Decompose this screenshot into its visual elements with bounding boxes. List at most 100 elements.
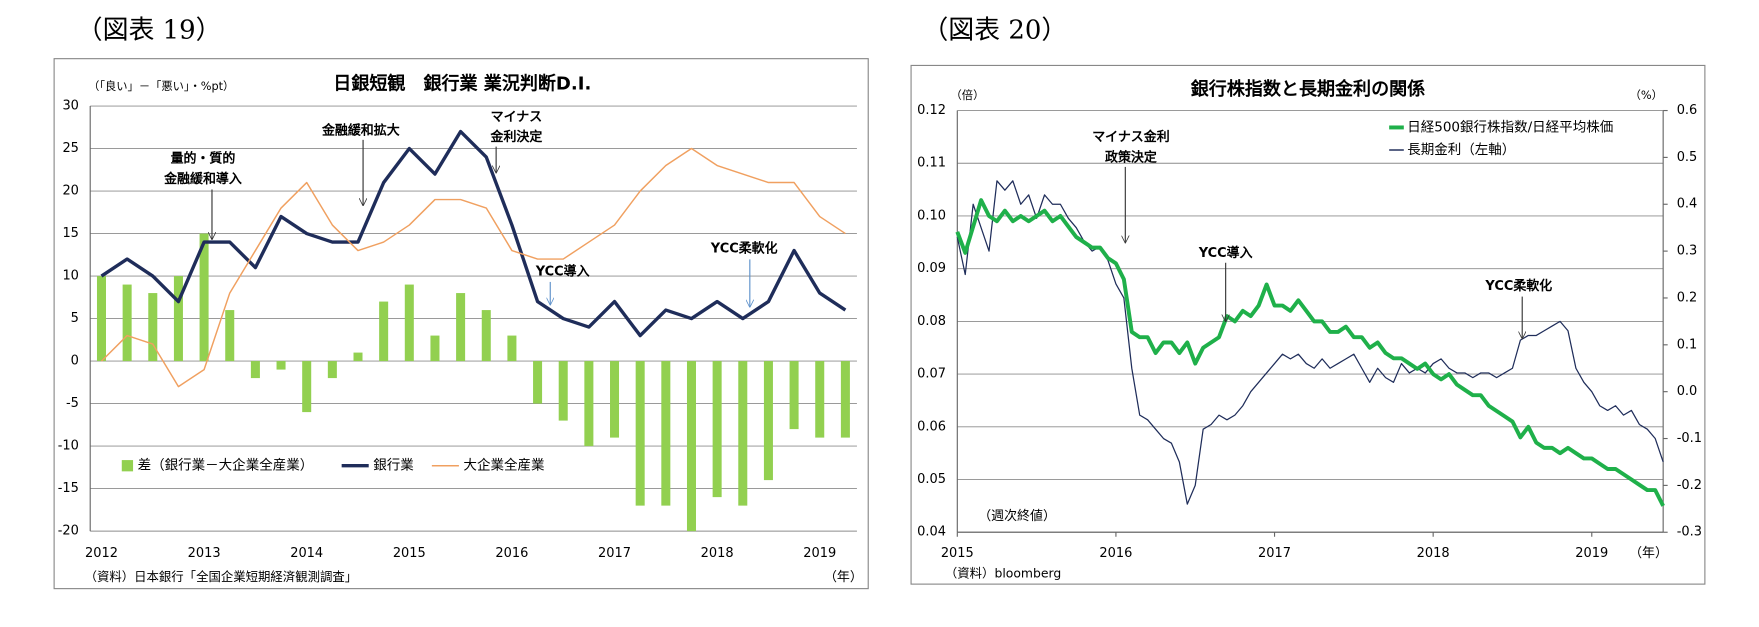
y-tick-label: 0 bbox=[71, 354, 79, 369]
y-tick-label: 10 bbox=[62, 269, 78, 284]
bar bbox=[558, 361, 568, 421]
y2-tick-label: 0.1 bbox=[1677, 337, 1698, 352]
y-tick-label: 0.04 bbox=[917, 525, 946, 540]
annotation: 金融緩和拡大 bbox=[321, 122, 400, 138]
legend-label: 大企業全産業 bbox=[463, 457, 545, 474]
annotation: YCC柔軟化 bbox=[1484, 278, 1552, 294]
bar bbox=[712, 361, 722, 498]
y2-tick-label: -0.2 bbox=[1677, 478, 1702, 493]
note: （週次終値） bbox=[978, 508, 1056, 524]
legend-label: 日経500銀行株指数/日経平均株価 bbox=[1407, 119, 1613, 135]
bar bbox=[430, 335, 440, 362]
annotation: 政策決定 bbox=[1105, 149, 1157, 165]
y2-tick-label: 0.2 bbox=[1677, 290, 1698, 305]
x-tick-label: 2018 bbox=[701, 546, 734, 561]
x-tick-label: 2015 bbox=[941, 546, 974, 561]
figure-label: （図表 19） bbox=[77, 16, 222, 46]
line bbox=[100, 129, 847, 338]
y-tick-label: -5 bbox=[66, 396, 79, 411]
y-tick-label: 0.09 bbox=[917, 261, 946, 276]
bar bbox=[507, 335, 517, 362]
y-axis-label: （「良い」－「悪い」・%pt） bbox=[88, 79, 234, 93]
y-tick-label: 30 bbox=[62, 99, 78, 114]
bar bbox=[96, 276, 106, 362]
legend-label: 長期金利（左軸） bbox=[1407, 142, 1515, 158]
x-tick-label: 2013 bbox=[188, 546, 221, 561]
x-axis-unit: （年） bbox=[824, 570, 863, 585]
y2-tick-label: -0.3 bbox=[1677, 525, 1702, 540]
annotation: マイナス bbox=[491, 110, 543, 125]
x-tick-label: 2014 bbox=[290, 546, 323, 561]
x-tick-label: 2019 bbox=[803, 546, 836, 561]
y-tick-label: 15 bbox=[62, 226, 78, 241]
bar bbox=[738, 361, 748, 506]
y-axis-label: （倍） bbox=[951, 88, 985, 102]
bar bbox=[763, 361, 773, 481]
bar bbox=[379, 301, 389, 362]
annotation: 金利決定 bbox=[490, 129, 543, 145]
y2-tick-label: 0.3 bbox=[1677, 244, 1698, 259]
annotation: 金融緩和導入 bbox=[163, 171, 242, 187]
y-tick-label: 0.12 bbox=[917, 103, 946, 118]
bar bbox=[481, 310, 491, 362]
line bbox=[955, 198, 1665, 507]
bar bbox=[122, 284, 132, 362]
bar bbox=[302, 361, 312, 413]
legend-label: 銀行業 bbox=[373, 458, 414, 474]
y-tick-label: 0.05 bbox=[917, 472, 946, 487]
y-tick-label: 5 bbox=[71, 311, 79, 326]
x-axis-unit: （年） bbox=[1629, 546, 1668, 561]
x-tick-label: 2012 bbox=[85, 546, 118, 561]
bar bbox=[353, 352, 363, 362]
legend-swatch bbox=[121, 460, 134, 472]
x-tick-label: 2016 bbox=[495, 546, 528, 561]
x-tick-label: 2017 bbox=[1258, 546, 1291, 561]
figure-label: （図表 20） bbox=[922, 16, 1067, 46]
line bbox=[100, 147, 846, 388]
bar bbox=[225, 310, 235, 362]
line bbox=[956, 180, 1664, 505]
y-tick-label: -20 bbox=[58, 524, 79, 539]
bar bbox=[327, 361, 337, 379]
bar bbox=[173, 276, 183, 362]
bar bbox=[276, 361, 286, 370]
bar bbox=[533, 361, 543, 404]
y2-axis-label: （%） bbox=[1630, 89, 1663, 102]
y2-tick-label: 0.4 bbox=[1677, 197, 1698, 212]
bar bbox=[686, 361, 696, 532]
y-tick-label: 25 bbox=[62, 141, 78, 156]
annotation: YCC導入 bbox=[1198, 245, 1253, 261]
bar bbox=[610, 361, 620, 438]
bar bbox=[840, 361, 850, 438]
legend-label: 差（銀行業－大企業全産業） bbox=[138, 457, 314, 474]
bar bbox=[815, 361, 825, 438]
y-tick-label: 0.11 bbox=[917, 156, 946, 171]
bar bbox=[250, 361, 260, 379]
bar bbox=[789, 361, 799, 430]
x-tick-label: 2018 bbox=[1417, 546, 1450, 561]
y2-tick-label: -0.1 bbox=[1677, 431, 1702, 446]
chart-title: 銀行株指数と長期金利の関係 bbox=[1191, 78, 1425, 100]
x-tick-label: 2016 bbox=[1099, 546, 1132, 561]
bar bbox=[199, 233, 209, 362]
y-tick-label: 0.07 bbox=[917, 367, 946, 382]
bar bbox=[661, 361, 671, 506]
x-tick-label: 2017 bbox=[598, 546, 631, 561]
bar bbox=[404, 284, 414, 362]
y-tick-label: -15 bbox=[58, 481, 79, 496]
y2-tick-label: 0.0 bbox=[1677, 384, 1698, 399]
y-tick-label: 0.08 bbox=[917, 314, 946, 329]
annotation: YCC導入 bbox=[535, 263, 590, 279]
y2-tick-label: 0.5 bbox=[1677, 150, 1698, 165]
x-tick-label: 2019 bbox=[1575, 546, 1608, 561]
y-tick-label: -10 bbox=[58, 439, 79, 454]
bar bbox=[584, 361, 594, 447]
bar bbox=[635, 361, 645, 506]
annotation: 量的・質的 bbox=[171, 151, 236, 167]
y-tick-label: 0.10 bbox=[917, 208, 946, 223]
annotation: YCC柔軟化 bbox=[710, 241, 778, 257]
annotation: マイナス金利 bbox=[1092, 129, 1170, 145]
chart-title: 日銀短観 銀行業 業況判断D.I. bbox=[333, 73, 591, 95]
